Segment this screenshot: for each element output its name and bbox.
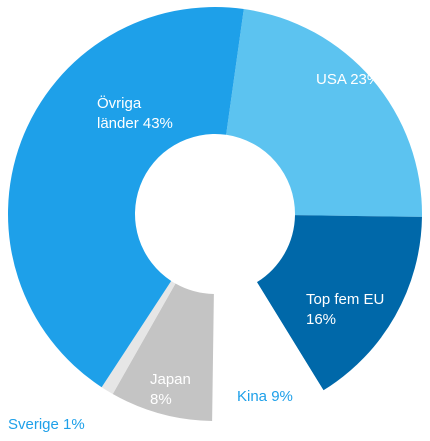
value-label: 8%: [150, 391, 172, 408]
donut-segment: [112, 283, 214, 421]
category-label: Övriga länder: [97, 95, 142, 132]
donut-segment: [226, 9, 422, 217]
category-label: Sverige: [8, 416, 59, 433]
category-label: Japan: [150, 371, 191, 388]
donut-segment: [101, 280, 176, 394]
segment-label: Övriga länder 43%: [97, 94, 187, 134]
value-label: 43%: [142, 115, 173, 132]
value-label: 16%: [306, 311, 337, 328]
segment-label: USA 23%: [316, 70, 406, 90]
value-label: 23%: [350, 71, 381, 88]
value-label: 9%: [271, 388, 293, 405]
category-label: Kina: [237, 388, 268, 405]
donut-segment: [8, 7, 244, 388]
donut-segment: [256, 215, 422, 391]
segment-label: Kina 9%: [237, 387, 317, 407]
segment-label: Top fem EU 16%: [306, 290, 406, 330]
category-label: Top fem EU: [306, 291, 385, 308]
donut-segment: [212, 282, 324, 421]
segment-label: Sverige 1%: [8, 415, 108, 435]
segment-label: Japan 8%: [150, 370, 210, 410]
value-label: 1%: [63, 416, 85, 433]
category-label: USA: [316, 71, 347, 88]
